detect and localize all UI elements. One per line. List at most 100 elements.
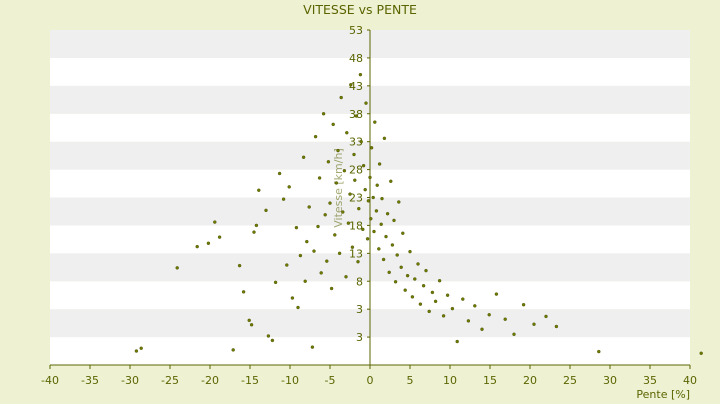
data-point (433, 299, 438, 304)
data-point (139, 346, 143, 350)
data-point (134, 349, 139, 353)
data-point (249, 323, 254, 327)
data-point (401, 231, 405, 235)
x-tick-label: 20 (523, 374, 537, 387)
data-point (369, 146, 374, 150)
data-point (301, 155, 306, 160)
data-point (408, 249, 412, 254)
x-axis-label: Pente [%] (636, 388, 690, 400)
data-point (413, 277, 417, 281)
data-point (377, 162, 382, 166)
data-point (381, 257, 386, 262)
data-point (305, 239, 309, 244)
data-point (195, 244, 199, 249)
x-tick-label: -40 (41, 374, 59, 387)
data-point (399, 265, 403, 269)
data-point (206, 241, 211, 245)
data-point (699, 351, 703, 355)
data-point (285, 263, 289, 267)
x-tick-label: -15 (241, 374, 259, 387)
data-point (175, 266, 179, 270)
data-point (372, 229, 376, 234)
data-point (241, 290, 246, 294)
x-tick-label: -20 (201, 374, 219, 387)
x-tick-label: -30 (121, 374, 139, 387)
data-point (247, 318, 251, 323)
x-axis-ticks: -40 -35 -30 -25 -20 -15 -10 -5 0 5 10 15 20 25 30 35 40 (41, 365, 697, 387)
data-point (348, 192, 352, 196)
data-point (213, 220, 217, 224)
data-point (418, 302, 423, 306)
data-point (325, 259, 329, 263)
y-tick-label: 48 (349, 52, 363, 65)
data-point (312, 249, 316, 253)
y-tick-label: 3 (356, 303, 363, 316)
data-point (521, 303, 526, 307)
data-point (364, 101, 368, 105)
data-point (389, 179, 393, 184)
data-point (430, 290, 435, 295)
data-point (405, 273, 410, 278)
x-tick-label: -25 (161, 374, 179, 387)
data-point (487, 313, 491, 317)
data-point (455, 339, 459, 344)
data-point (298, 253, 303, 258)
data-point (375, 183, 379, 187)
data-point (331, 122, 335, 127)
data-point (473, 304, 477, 308)
y-tick-label: 53 (349, 24, 363, 37)
data-point (303, 279, 307, 283)
data-point (319, 271, 323, 275)
data-point (392, 218, 396, 223)
data-point (296, 305, 300, 310)
data-point (281, 197, 286, 201)
data-point (321, 112, 326, 116)
y-tick-label: 13 (349, 247, 363, 260)
data-point (395, 253, 399, 257)
data-point (461, 297, 465, 301)
data-point (352, 152, 356, 157)
data-point (361, 227, 365, 232)
data-point (363, 187, 367, 192)
data-point (361, 163, 366, 168)
data-point (270, 338, 275, 343)
x-tick-label: 35 (643, 374, 657, 387)
data-point (273, 280, 278, 285)
data-point (437, 278, 442, 283)
y-tick-label: 18 (349, 219, 363, 232)
data-point (294, 225, 299, 230)
data-point (393, 280, 398, 284)
data-point (344, 275, 348, 279)
x-tick-label: 40 (683, 374, 697, 387)
data-point (390, 243, 395, 247)
data-point (336, 148, 340, 153)
x-tick-label: 10 (443, 374, 457, 387)
data-point (410, 295, 415, 299)
data-point (503, 317, 507, 321)
data-point (334, 181, 339, 185)
y-tick-label: 43 (349, 80, 363, 93)
data-point (384, 234, 388, 239)
y-axis-label: Vitesse [km/h] (332, 148, 345, 228)
data-point (217, 235, 222, 239)
data-point (329, 286, 334, 291)
data-point (333, 233, 337, 237)
x-tick-label: 0 (367, 374, 374, 387)
data-point (369, 217, 373, 221)
data-points (134, 72, 703, 355)
data-point (231, 348, 235, 352)
data-point (366, 199, 371, 203)
data-point (532, 322, 536, 326)
data-point (445, 293, 450, 297)
data-point (382, 136, 387, 141)
data-point (290, 296, 295, 300)
data-point (254, 223, 259, 228)
data-point (237, 263, 242, 268)
data-point (374, 209, 379, 213)
data-point (317, 176, 322, 180)
data-point (554, 324, 559, 329)
data-point (328, 201, 332, 205)
y-tick-label: 33 (349, 136, 363, 149)
